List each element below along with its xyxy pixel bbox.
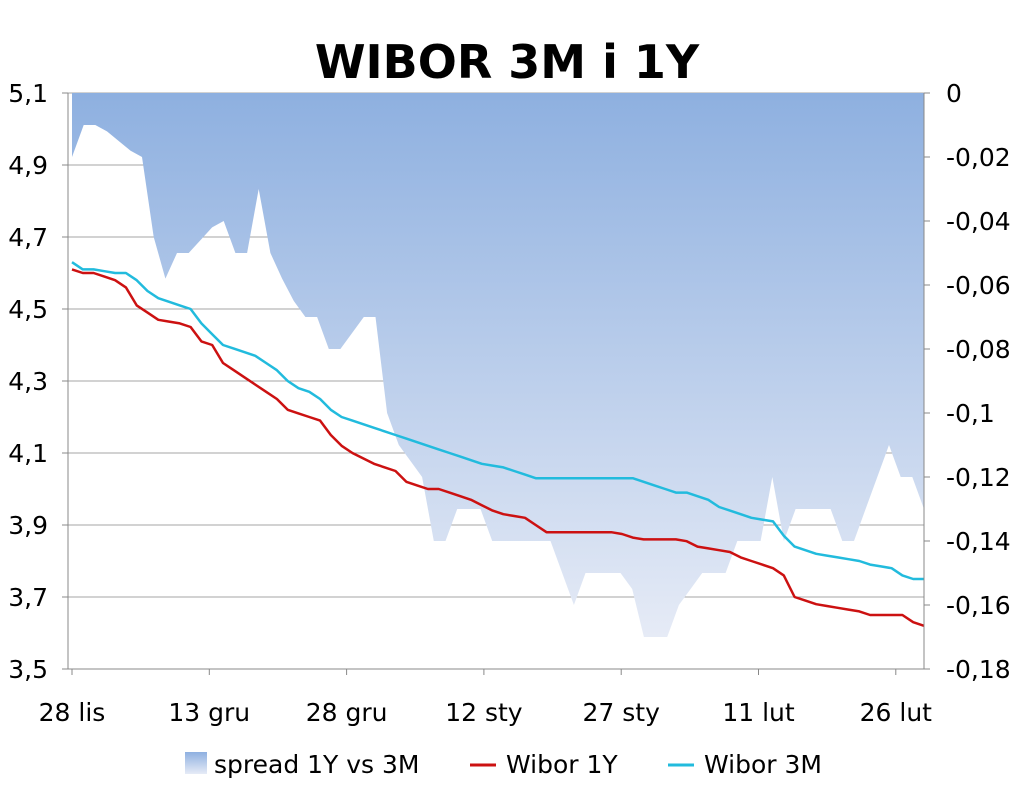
legend-label-spread: spread 1Y vs 3M — [214, 750, 420, 779]
left-tick-label: 3,9 — [8, 511, 48, 540]
legend-swatch-spread — [185, 752, 207, 774]
legend-label-wibor-3m: Wibor 3M — [704, 750, 822, 779]
x-tick-label: 26 lut — [860, 698, 933, 727]
series-line-layer — [71, 261, 925, 627]
spread-area-layer — [72, 93, 924, 637]
left-tick-label: 4,1 — [8, 439, 48, 468]
x-tick-label: 28 lis — [39, 698, 106, 727]
axes — [62, 92, 930, 675]
spread-area — [72, 93, 924, 637]
x-tick-label: 11 lut — [722, 698, 795, 727]
tick-labels: 5,1 4,9 4,7 4,5 4,3 4,1 3,9 3,7 3,5 0 -0,02 -0,04 -0… — [8, 79, 1010, 727]
right-tick-label: -0,1 — [946, 399, 995, 428]
chart-title: WIBOR 3M i 1Y — [315, 35, 700, 89]
left-tick-label: 4,7 — [8, 223, 48, 252]
right-tick-label: -0,14 — [946, 527, 1011, 556]
x-tick-label: 12 sty — [445, 698, 523, 727]
right-tick-label: -0,08 — [946, 335, 1011, 364]
right-tick-label: -0,02 — [946, 143, 1011, 172]
right-tick-label: -0,06 — [946, 271, 1011, 300]
right-tick-label: -0,18 — [946, 655, 1011, 684]
right-tick-label: -0,04 — [946, 207, 1011, 236]
legend-label-wibor-1y: Wibor 1Y — [506, 750, 618, 779]
left-tick-label: 4,3 — [8, 367, 48, 396]
left-tick-label: 4,5 — [8, 295, 48, 324]
left-tick-label: 3,7 — [8, 583, 48, 612]
legend: spread 1Y vs 3M Wibor 1Y Wibor 3M — [185, 750, 822, 779]
left-tick-label: 4,9 — [8, 151, 48, 180]
x-tick-label: 27 sty — [583, 698, 661, 727]
left-tick-label: 3,5 — [8, 655, 48, 684]
series-line-wibor-3m — [71, 261, 924, 581]
right-tick-label: -0,12 — [946, 463, 1011, 492]
left-tick-label: 5,1 — [8, 79, 48, 108]
series-line-wibor-1y — [71, 268, 925, 627]
right-tick-label: -0,16 — [946, 591, 1011, 620]
x-tick-label: 13 gru — [168, 698, 250, 727]
right-tick-label: 0 — [946, 79, 962, 108]
x-tick-label: 28 gru — [306, 698, 388, 727]
